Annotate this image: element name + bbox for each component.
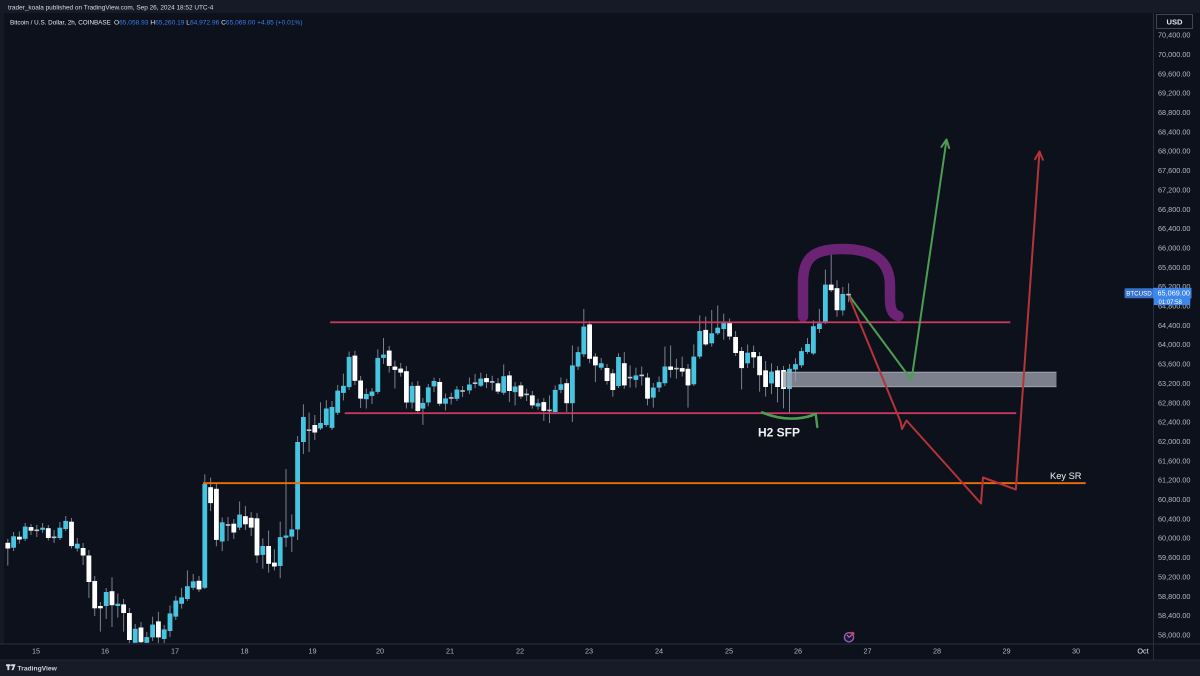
- svg-text:62,800.00: 62,800.00: [1158, 398, 1190, 407]
- svg-text:58,800.00: 58,800.00: [1158, 592, 1190, 601]
- svg-text:19: 19: [308, 647, 316, 656]
- svg-text:66,800.00: 66,800.00: [1158, 205, 1190, 214]
- svg-text:69,200.00: 69,200.00: [1158, 89, 1190, 98]
- svg-text:28: 28: [933, 647, 941, 656]
- svg-text:63,200.00: 63,200.00: [1158, 379, 1190, 388]
- svg-text:16: 16: [101, 647, 109, 656]
- svg-text:66,000.00: 66,000.00: [1158, 244, 1190, 253]
- svg-text:65,200.00: 65,200.00: [1158, 282, 1190, 291]
- svg-text:22: 22: [516, 647, 524, 656]
- svg-text:Key SR: Key SR: [1050, 471, 1082, 481]
- svg-text:62,400.00: 62,400.00: [1158, 418, 1190, 427]
- svg-text:Bitcoin / U.S. Dollar, 2h, COI: Bitcoin / U.S. Dollar, 2h, COINBASE: [10, 20, 111, 27]
- svg-text:64,800.00: 64,800.00: [1158, 302, 1190, 311]
- svg-text:18: 18: [240, 647, 248, 656]
- svg-text:Oct: Oct: [1137, 647, 1148, 656]
- svg-text:24: 24: [655, 647, 663, 656]
- svg-text:60,800.00: 60,800.00: [1158, 495, 1190, 504]
- svg-text:17: 17: [171, 647, 179, 656]
- svg-text:58,400.00: 58,400.00: [1158, 611, 1190, 620]
- svg-text:H2 SFP: H2 SFP: [758, 426, 800, 440]
- svg-text:O65,058.93 H65,260.19 L64,972.: O65,058.93 H65,260.19 L64,972.96 C65,069…: [114, 20, 303, 27]
- svg-text:68,800.00: 68,800.00: [1158, 108, 1190, 117]
- svg-text:67,200.00: 67,200.00: [1158, 185, 1190, 194]
- svg-text:TradingView: TradingView: [18, 665, 58, 672]
- svg-text:61,600.00: 61,600.00: [1158, 456, 1190, 465]
- svg-text:65,069.00: 65,069.00: [1158, 289, 1190, 298]
- svg-text:68,400.00: 68,400.00: [1158, 127, 1190, 136]
- svg-text:26: 26: [794, 647, 802, 656]
- svg-text:64,000.00: 64,000.00: [1158, 340, 1190, 349]
- svg-text:63,600.00: 63,600.00: [1158, 360, 1190, 369]
- svg-text:60,000.00: 60,000.00: [1158, 534, 1190, 543]
- svg-text:61,200.00: 61,200.00: [1158, 476, 1190, 485]
- svg-text:62,000.00: 62,000.00: [1158, 437, 1190, 446]
- svg-text:30: 30: [1072, 647, 1080, 656]
- svg-text:70,000.00: 70,000.00: [1158, 50, 1190, 59]
- svg-text:29: 29: [1002, 647, 1010, 656]
- svg-text:60,400.00: 60,400.00: [1158, 514, 1190, 523]
- svg-text:01:07:58: 01:07:58: [1159, 300, 1183, 306]
- svg-text:65,600.00: 65,600.00: [1158, 263, 1190, 272]
- svg-text:59,200.00: 59,200.00: [1158, 572, 1190, 581]
- svg-text:trader_koala published on Trad: trader_koala published on TradingView.co…: [8, 5, 214, 12]
- svg-text:20: 20: [376, 647, 384, 656]
- svg-text:66,400.00: 66,400.00: [1158, 224, 1190, 233]
- svg-text:BTCUSD: BTCUSD: [1126, 290, 1152, 297]
- svg-text:64,400.00: 64,400.00: [1158, 321, 1190, 330]
- svg-text:USD: USD: [1166, 17, 1183, 26]
- svg-text:59,600.00: 59,600.00: [1158, 553, 1190, 562]
- svg-text:15: 15: [32, 647, 40, 656]
- svg-text:21: 21: [446, 647, 454, 656]
- svg-text:67,600.00: 67,600.00: [1158, 166, 1190, 175]
- svg-text:58,000.00: 58,000.00: [1158, 631, 1190, 640]
- svg-text:70,400.00: 70,400.00: [1158, 31, 1190, 40]
- svg-text:68,000.00: 68,000.00: [1158, 147, 1190, 156]
- svg-text:69,600.00: 69,600.00: [1158, 69, 1190, 78]
- svg-text:27: 27: [863, 647, 871, 656]
- svg-text:25: 25: [725, 647, 733, 656]
- svg-text:23: 23: [585, 647, 593, 656]
